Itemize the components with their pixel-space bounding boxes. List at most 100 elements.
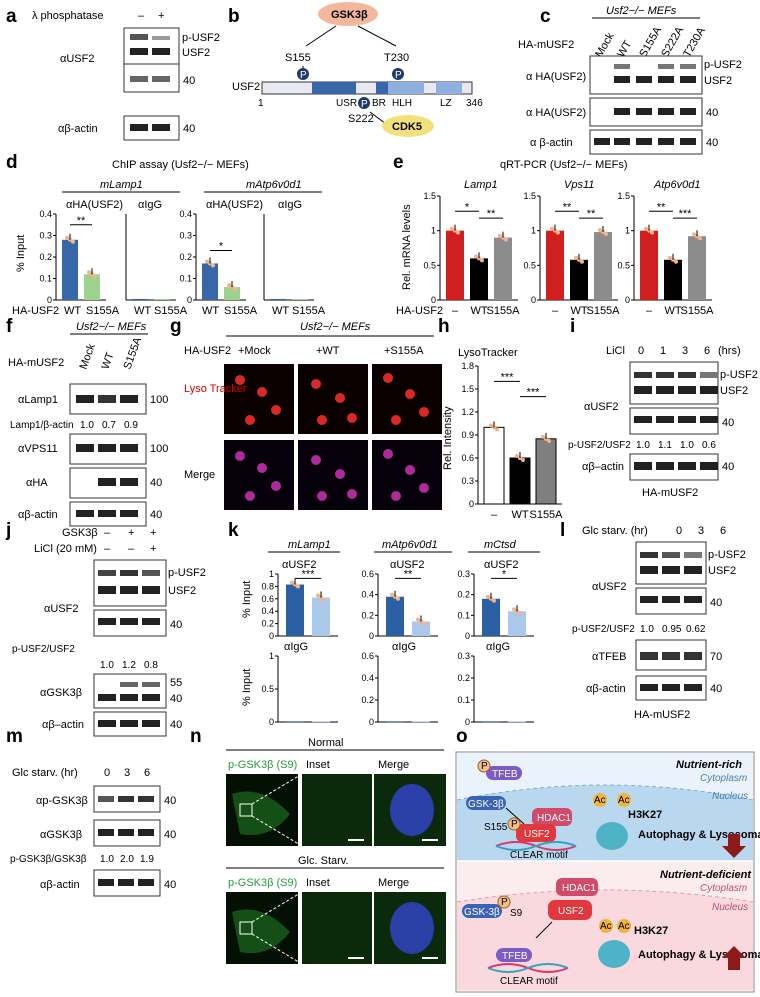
o-gsk3b-label: GSK-3β [464, 907, 500, 918]
bar [312, 721, 330, 723]
data-point [296, 584, 300, 589]
o-usf2-label: USF2 [524, 829, 550, 840]
d-row-label: HA-USF2 [12, 305, 59, 317]
f-band [120, 478, 138, 486]
data-point [492, 598, 496, 603]
y-tick-label: 0.6 [461, 453, 474, 463]
g-image-merge-mock [224, 440, 294, 510]
i-band [656, 462, 674, 470]
m-band [138, 829, 154, 836]
l-mw: 40 [710, 683, 722, 695]
j-mark: + [150, 527, 156, 539]
sig-label: ** [587, 208, 596, 220]
x-tick-label: S155A [486, 305, 520, 317]
l-band-label-pusf2: p-USF2 [708, 549, 746, 561]
i-band [656, 372, 674, 378]
c-band [614, 108, 630, 115]
j-band [98, 618, 116, 625]
o-tfeb [496, 948, 532, 962]
data-point [674, 259, 678, 264]
cell [232, 791, 290, 836]
f-antibody: αHA [26, 477, 48, 489]
g-image-lyso-mock [224, 364, 294, 434]
data-point [598, 228, 602, 233]
o-top-membrane [456, 784, 754, 801]
o-top-title: Nutrient-rich [676, 759, 742, 771]
g-image-lyso-wt [298, 364, 368, 434]
o-hdac1 [556, 878, 598, 896]
f-lane: S155A [122, 335, 145, 371]
cell [232, 909, 290, 954]
i-band [634, 416, 652, 423]
c-band [680, 76, 696, 83]
panel-n: Normal p-GSK3β (S9) Inset Merge Glc. Sta… [226, 737, 446, 965]
f-ratio: 0.7 [102, 420, 116, 431]
bar [62, 239, 78, 300]
o-arrow [505, 807, 525, 825]
x-tick-label: – [646, 305, 653, 317]
m-band [118, 829, 134, 836]
bar [84, 274, 100, 300]
bar [594, 232, 612, 300]
d-xlabel: WT [272, 305, 289, 317]
l-band [684, 596, 702, 603]
f-title: Usf2−/− MEFs [76, 321, 147, 333]
cell [419, 407, 429, 417]
l-band [662, 566, 680, 574]
j-antibody: αGSK3β [40, 687, 82, 699]
y-tick-label: 0.8 [261, 581, 274, 591]
o-h3k27: H3K27 [628, 809, 662, 821]
panel-label-o: o [456, 726, 468, 747]
y-tick-label: 0.6 [361, 651, 374, 661]
i-band [700, 416, 718, 423]
f-band [120, 395, 138, 403]
bar [535, 438, 557, 505]
data-point [650, 230, 654, 235]
m-band [98, 829, 114, 836]
e-row-label: HA-USF2 [396, 305, 443, 317]
i-band-label-pusf2: p-USF2 [720, 369, 758, 381]
o-h3k27: H3K27 [634, 925, 668, 937]
n-col-inset: Inset [306, 759, 330, 771]
b-phospho-circle [358, 97, 370, 109]
o-tfeb-label: TFEB [502, 951, 528, 962]
cell [347, 489, 357, 499]
f-band [76, 395, 94, 403]
b-kinase-cdk5: CDK5 [392, 121, 422, 133]
f-band [98, 510, 116, 517]
i-band-label-usf2: USF2 [720, 385, 748, 397]
a-band [152, 36, 170, 40]
o-acetyl-label: Ac [618, 795, 630, 806]
j-band [142, 618, 160, 625]
data-point [521, 458, 525, 462]
o-acetyl [617, 793, 631, 807]
j-antibody: αβ–actin [42, 719, 84, 731]
y-tick-label: 0 [187, 295, 192, 305]
b-cdk5-ellipse [382, 115, 434, 137]
i-band [678, 416, 696, 423]
l-band [640, 652, 658, 660]
i-band [678, 462, 696, 470]
o-usf2 [516, 824, 556, 842]
j-mark: – [104, 527, 111, 539]
o-gsk3b [466, 796, 506, 810]
b-domain-br [376, 82, 388, 94]
y-tick-label: 0.5 [423, 260, 436, 270]
o-acetyl-label: Ac [618, 921, 630, 932]
data-point [316, 593, 320, 598]
b-lz: LZ [440, 98, 452, 109]
bar [286, 721, 304, 723]
panel-label-n: n [190, 726, 202, 747]
i-antibody: αUSF2 [584, 401, 618, 413]
f-band [98, 395, 116, 403]
y-tick-label: 0.2 [179, 252, 192, 262]
nucleus [390, 784, 434, 836]
bar [509, 457, 531, 505]
sig-label: ** [657, 201, 666, 213]
data-point [541, 434, 545, 439]
l-band [684, 652, 702, 660]
g-col: +Mock [238, 345, 271, 357]
c-lane: Mock [593, 30, 617, 59]
